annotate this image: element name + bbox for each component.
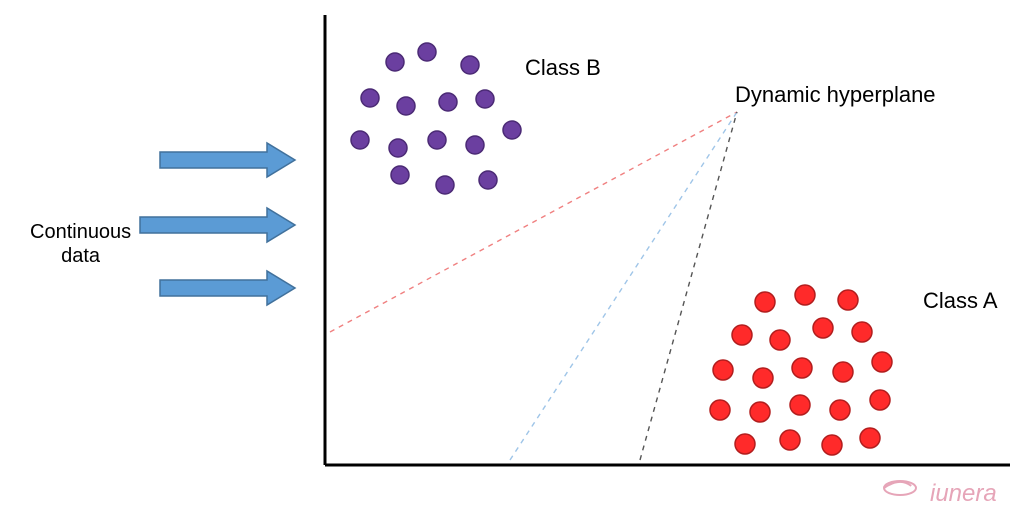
data-arrow-2 xyxy=(140,208,295,242)
class-a-point-19 xyxy=(780,430,800,450)
class-b-point-12 xyxy=(503,121,521,139)
class-a-point-6 xyxy=(813,318,833,338)
class-b-point-8 xyxy=(351,131,369,149)
class-a-point-8 xyxy=(713,360,733,380)
class-b-point-14 xyxy=(436,176,454,194)
class-b-point-11 xyxy=(466,136,484,154)
hyperplane-label: Dynamic hyperplane xyxy=(735,82,936,108)
class-a-point-1 xyxy=(755,292,775,312)
class-a-point-13 xyxy=(710,400,730,420)
class-b-point-6 xyxy=(439,93,457,111)
class-a-point-7 xyxy=(852,322,872,342)
class-a-point-14 xyxy=(750,402,770,422)
class-a-point-10 xyxy=(792,358,812,378)
class-a-point-2 xyxy=(795,285,815,305)
class-a-point-11 xyxy=(833,362,853,382)
hyperplane-line-2 xyxy=(510,112,737,460)
class-b-point-4 xyxy=(361,89,379,107)
class-a-point-16 xyxy=(830,400,850,420)
continuous-data-label: Continuous data xyxy=(30,220,131,268)
class-a-point-5 xyxy=(770,330,790,350)
class-a-point-4 xyxy=(732,325,752,345)
class-a-point-9 xyxy=(753,368,773,388)
diagram-canvas: Class B Class A Dynamic hyperplane Conti… xyxy=(0,0,1024,506)
class-b-point-9 xyxy=(389,139,407,157)
class-a-point-15 xyxy=(790,395,810,415)
watermark-text: iunera xyxy=(930,480,997,506)
class-a-point-18 xyxy=(735,434,755,454)
class-b-point-5 xyxy=(397,97,415,115)
class-a-point-12 xyxy=(872,352,892,372)
class-a-point-17 xyxy=(870,390,890,410)
class-b-point-15 xyxy=(479,171,497,189)
data-arrow-1 xyxy=(160,143,295,177)
class-b-point-13 xyxy=(391,166,409,184)
class-a-point-20 xyxy=(822,435,842,455)
data-arrow-3 xyxy=(160,271,295,305)
watermark-cloud-icon xyxy=(884,481,916,495)
class-a-point-3 xyxy=(838,290,858,310)
continuous-data-line2: data xyxy=(30,244,131,268)
class-b-label: Class B xyxy=(525,55,601,81)
class-a-label: Class A xyxy=(923,288,998,314)
diagram-svg xyxy=(0,0,1024,506)
class-b-point-1 xyxy=(386,53,404,71)
class-b-point-7 xyxy=(476,90,494,108)
class-b-point-3 xyxy=(461,56,479,74)
class-a-point-21 xyxy=(860,428,880,448)
class-b-point-10 xyxy=(428,131,446,149)
class-b-point-2 xyxy=(418,43,436,61)
continuous-data-line1: Continuous xyxy=(30,220,131,244)
